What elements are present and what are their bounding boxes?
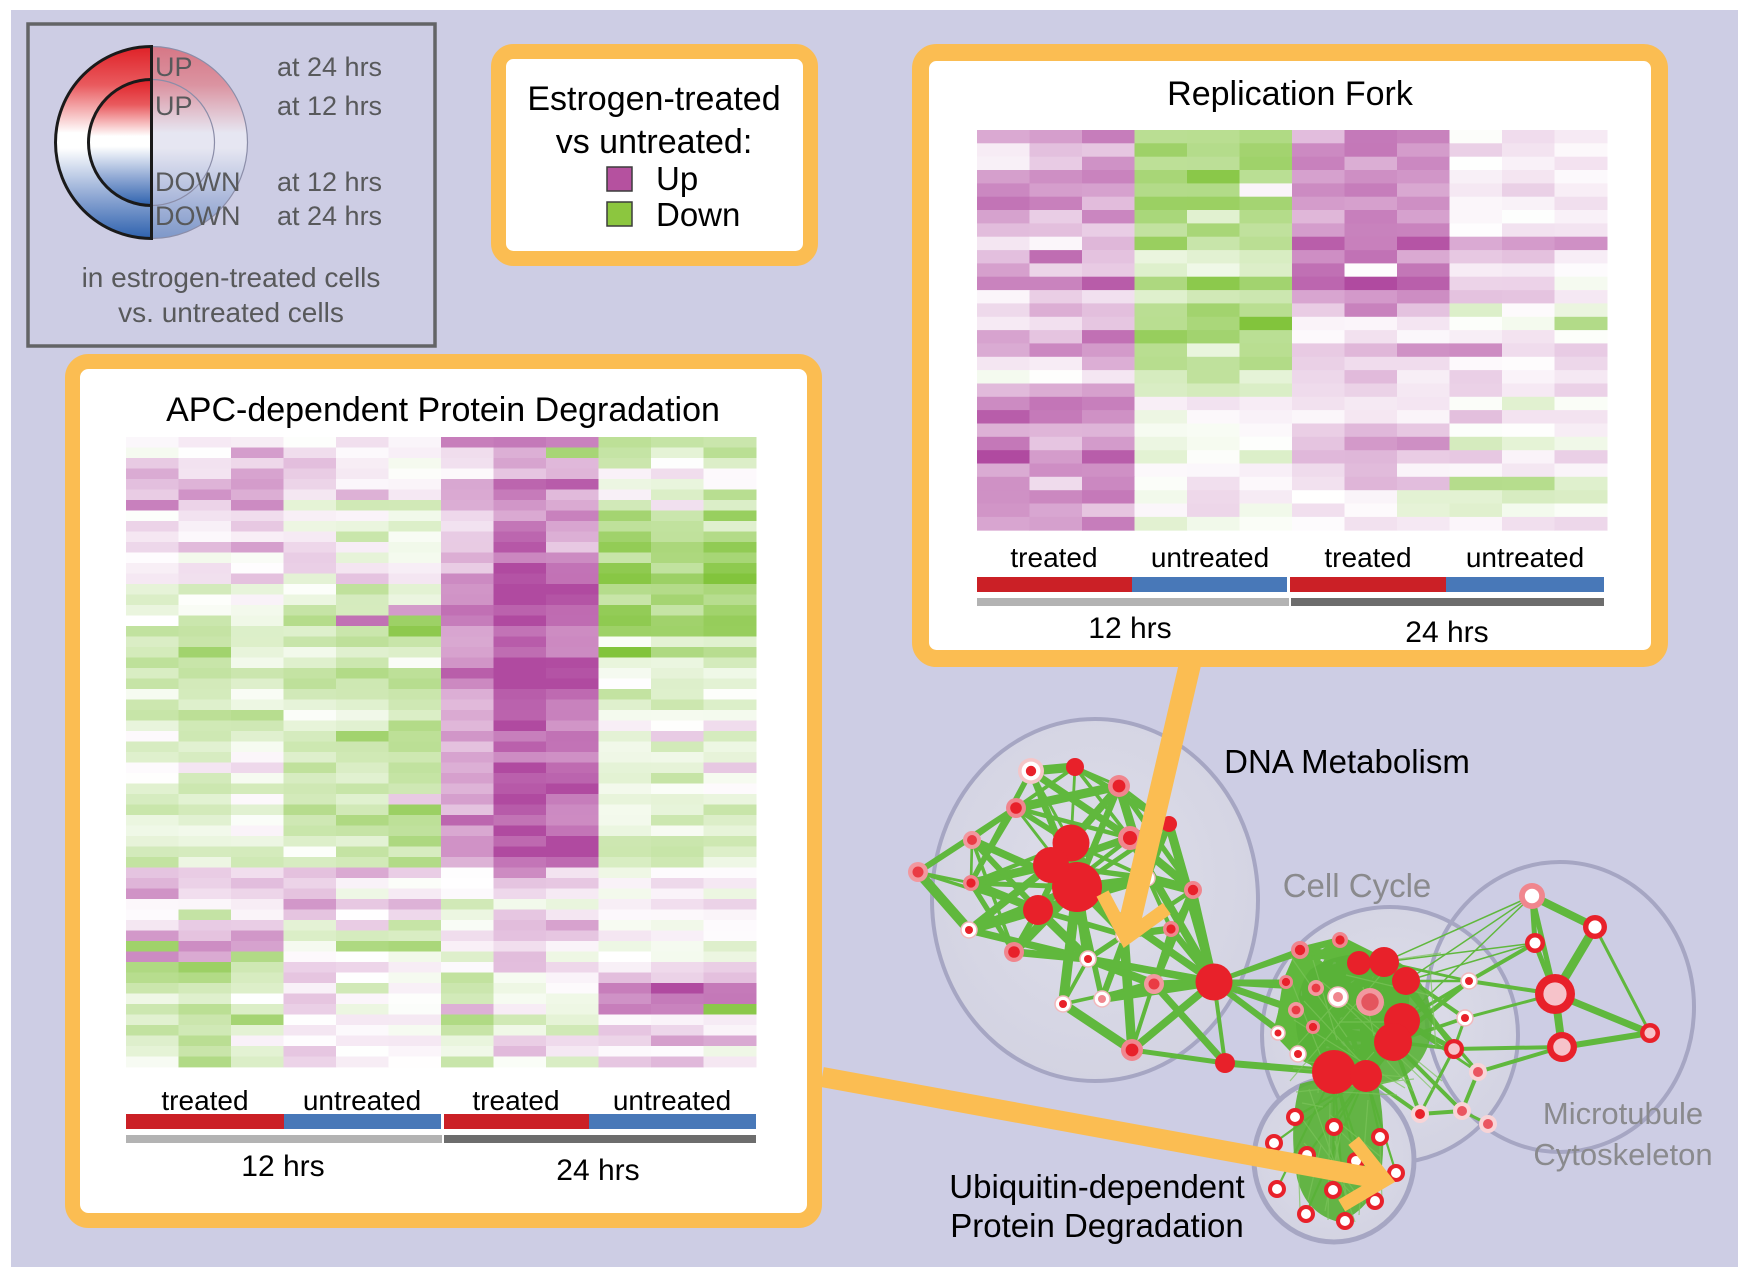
svg-text:Protein Degradation: Protein Degradation bbox=[950, 1207, 1244, 1244]
svg-text:at 12 hrs: at 12 hrs bbox=[277, 91, 382, 121]
svg-text:in estrogen-treated cells: in estrogen-treated cells bbox=[82, 262, 381, 293]
svg-text:UP: UP bbox=[155, 91, 193, 121]
svg-text:DNA Metabolism: DNA Metabolism bbox=[1224, 743, 1470, 780]
svg-text:at 24 hrs: at 24 hrs bbox=[277, 52, 382, 82]
svg-text:Cell Cycle: Cell Cycle bbox=[1283, 867, 1432, 904]
svg-text:untreated: untreated bbox=[613, 1085, 731, 1116]
svg-text:12 hrs: 12 hrs bbox=[241, 1150, 324, 1183]
svg-text:treated: treated bbox=[1324, 542, 1411, 573]
svg-text:Down: Down bbox=[656, 196, 740, 233]
svg-text:Microtubule: Microtubule bbox=[1543, 1096, 1703, 1131]
svg-text:APC-dependent Protein Degradat: APC-dependent Protein Degradation bbox=[166, 391, 720, 429]
svg-text:Up: Up bbox=[656, 160, 698, 197]
svg-text:untreated: untreated bbox=[1151, 542, 1269, 573]
svg-text:Replication Fork: Replication Fork bbox=[1167, 75, 1414, 113]
svg-text:treated: treated bbox=[472, 1085, 559, 1116]
svg-text:24 hrs: 24 hrs bbox=[556, 1154, 639, 1187]
svg-text:vs. untreated cells: vs. untreated cells bbox=[118, 297, 344, 328]
svg-text:at 24 hrs: at 24 hrs bbox=[277, 201, 382, 231]
svg-text:vs untreated:: vs untreated: bbox=[556, 123, 753, 161]
svg-text:12 hrs: 12 hrs bbox=[1088, 612, 1171, 645]
svg-text:Estrogen-treated: Estrogen-treated bbox=[527, 80, 780, 118]
svg-text:treated: treated bbox=[161, 1085, 248, 1116]
svg-text:UP: UP bbox=[155, 52, 193, 82]
svg-text:Ubiquitin-dependent: Ubiquitin-dependent bbox=[949, 1168, 1244, 1205]
svg-text:at 12 hrs: at 12 hrs bbox=[277, 167, 382, 197]
svg-text:untreated: untreated bbox=[1466, 542, 1584, 573]
svg-text:DOWN: DOWN bbox=[155, 201, 240, 231]
svg-text:untreated: untreated bbox=[303, 1085, 421, 1116]
svg-text:Cytoskeleton: Cytoskeleton bbox=[1533, 1137, 1712, 1172]
svg-text:treated: treated bbox=[1010, 542, 1097, 573]
svg-text:DOWN: DOWN bbox=[155, 167, 240, 197]
svg-text:24 hrs: 24 hrs bbox=[1405, 616, 1488, 649]
